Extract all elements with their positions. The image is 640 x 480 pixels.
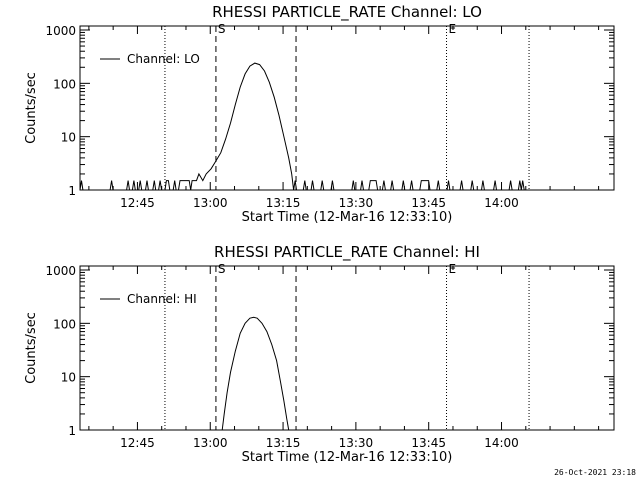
x-tick-label: 14:00 bbox=[484, 196, 519, 210]
x-tick-label: 13:30 bbox=[339, 196, 374, 210]
y-tick-label: 1 bbox=[68, 184, 76, 198]
x-tick-label: 13:15 bbox=[266, 436, 301, 450]
y-tick-label: 100 bbox=[53, 317, 76, 331]
marker-label: E bbox=[449, 22, 457, 36]
x-tick-label: 14:00 bbox=[484, 436, 519, 450]
series-line bbox=[221, 316, 290, 430]
x-tick-label: 12:45 bbox=[120, 196, 155, 210]
y-tick-label: 1000 bbox=[45, 264, 76, 278]
x-tick-label: 13:30 bbox=[339, 436, 374, 450]
plot-frame bbox=[79, 265, 615, 431]
y-tick-label: 1 bbox=[68, 424, 76, 438]
series-line bbox=[80, 62, 525, 190]
y-tick-label: 1000 bbox=[45, 24, 76, 38]
legend-label: Channel: LO bbox=[127, 52, 200, 66]
x-tick-label: 13:00 bbox=[193, 196, 228, 210]
y-axis-label: Counts/sec bbox=[24, 72, 39, 144]
chart-panel-1: RHESSI PARTICLE_RATE Channel: LO 1 10 100 10… bbox=[24, 3, 615, 225]
marker-label: S bbox=[218, 22, 226, 36]
marker-label: E bbox=[449, 262, 457, 276]
x-tick-label: 13:45 bbox=[411, 436, 446, 450]
chart-title: RHESSI PARTICLE_RATE Channel: HI bbox=[214, 243, 480, 262]
legend-label: Channel: HI bbox=[127, 292, 197, 306]
x-tick-label: 13:00 bbox=[193, 436, 228, 450]
marker-label: S bbox=[218, 262, 226, 276]
y-tick-label: 10 bbox=[61, 131, 76, 145]
y-tick-label: 10 bbox=[61, 371, 76, 385]
x-tick-label: 12:45 bbox=[120, 436, 155, 450]
chart-panel-2: RHESSI PARTICLE_RATE Channel: HI 1 10 100 10… bbox=[24, 243, 615, 465]
chart-title: RHESSI PARTICLE_RATE Channel: LO bbox=[212, 3, 482, 22]
x-tick-label: 13:45 bbox=[411, 196, 446, 210]
footer-timestamp: 26-Oct-2021 23:18 bbox=[554, 468, 636, 477]
y-axis-label: Counts/sec bbox=[24, 312, 39, 384]
y-tick-label: 100 bbox=[53, 77, 76, 91]
x-axis-label: Start Time (12-Mar-16 12:33:10) bbox=[242, 450, 453, 465]
x-axis-label: Start Time (12-Mar-16 12:33:10) bbox=[242, 210, 453, 225]
x-tick-label: 13:15 bbox=[266, 196, 301, 210]
plot-frame bbox=[79, 25, 615, 191]
